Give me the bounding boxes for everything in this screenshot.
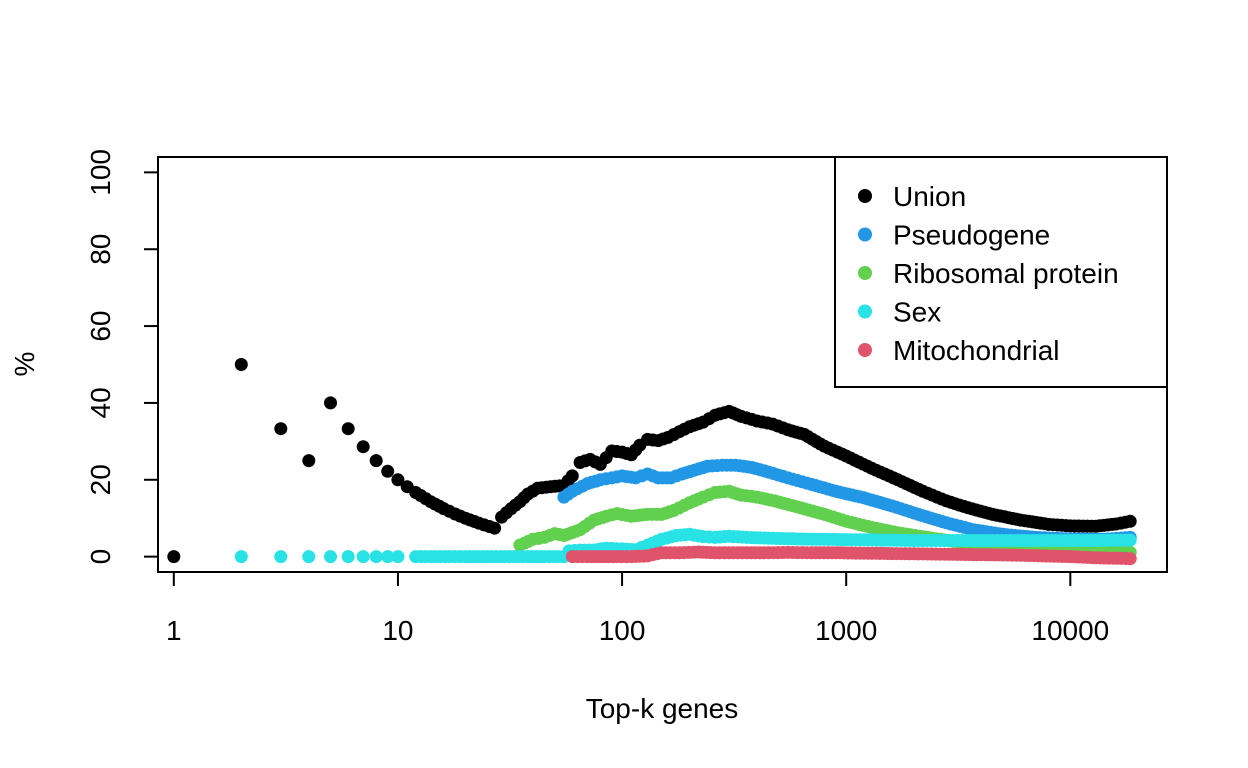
- data-point: [356, 550, 370, 564]
- data-point: [565, 469, 579, 483]
- x-tick-label: 10: [382, 615, 413, 646]
- y-tick-label: 80: [85, 234, 116, 265]
- data-points: [167, 358, 1137, 566]
- data-point: [274, 422, 288, 436]
- legend: Union Pseudogene Ribosomal protein Sex Mitoc…: [834, 156, 1168, 388]
- legend-marker: [858, 189, 872, 203]
- x-tick-label: 1000: [815, 615, 877, 646]
- legend-label: Union: [893, 181, 966, 212]
- legend-marker: [858, 227, 872, 242]
- data-point: [488, 521, 502, 535]
- data-point: [324, 550, 337, 564]
- y-tick-label: 60: [85, 310, 116, 341]
- data-point: [274, 550, 288, 564]
- data-point: [234, 550, 248, 564]
- y-tick-label: 0: [85, 549, 116, 565]
- legend-box: [834, 156, 1168, 388]
- series-mitochondrial: [565, 545, 1137, 566]
- legend-label: Pseudogene: [893, 220, 1050, 251]
- data-point: [381, 550, 395, 564]
- legend-marker: [858, 343, 872, 357]
- legend-label: Ribosomal protein: [893, 258, 1119, 289]
- x-tick-label: 100: [599, 615, 646, 646]
- y-tick-label: 100: [85, 149, 116, 196]
- data-point: [356, 440, 370, 454]
- legend-label: Sex: [893, 297, 941, 328]
- data-point: [302, 550, 316, 564]
- legend-marker: [858, 304, 872, 319]
- x-tick-label: 10000: [1031, 615, 1109, 646]
- y-axis: 0 20 40 60 80 100: [85, 149, 159, 565]
- x-tick-label: 1: [166, 615, 182, 646]
- data-point: [234, 358, 248, 371]
- data-point: [1123, 552, 1137, 566]
- data-point: [391, 550, 405, 564]
- y-tick-label: 20: [85, 464, 116, 495]
- legend-label: Mitochondrial: [893, 335, 1060, 366]
- series-union: [167, 358, 1137, 564]
- y-axis-label: %: [9, 352, 40, 377]
- x-axis-label: Top-k genes: [586, 693, 739, 724]
- data-point: [302, 454, 316, 468]
- data-point: [1123, 514, 1137, 528]
- data-point: [324, 396, 337, 410]
- data-point: [381, 464, 395, 478]
- data-point: [391, 473, 405, 487]
- data-point: [341, 550, 355, 564]
- data-point: [369, 454, 383, 468]
- data-point: [167, 550, 181, 564]
- legend-marker: [858, 266, 872, 280]
- x-axis: 1 10 100 1000 10000: [166, 571, 1109, 646]
- series-sex: [234, 527, 1137, 564]
- y-tick-label: 40: [85, 387, 116, 418]
- data-point: [341, 422, 355, 436]
- data-point: [369, 550, 383, 564]
- data-point: [1123, 533, 1137, 547]
